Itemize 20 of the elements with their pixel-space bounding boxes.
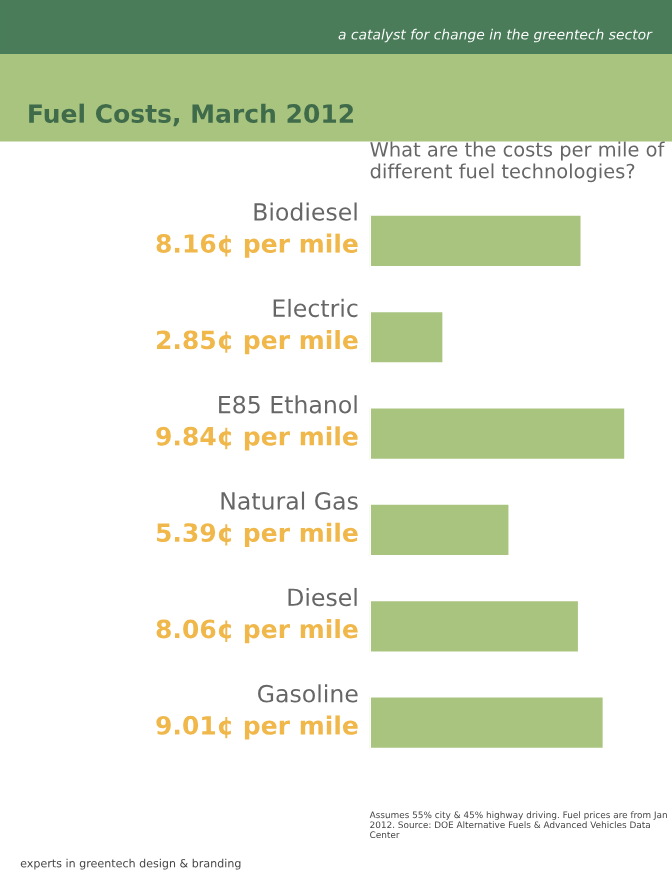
data-label: 2.85¢ per mile [157, 329, 358, 355]
bar [369, 213, 584, 269]
data-label: 5.39¢ per mile [156, 522, 358, 547]
bar [369, 309, 446, 366]
data-label: 8.06¢ per mile [156, 619, 358, 644]
bar [369, 598, 581, 655]
bar [369, 502, 512, 558]
bar [369, 405, 627, 462]
y-tick-label: Biodiesel [254, 202, 357, 221]
bar [369, 694, 606, 751]
data-label: 8.16¢ per mile [156, 233, 358, 258]
y-tick-label: Gasoline [258, 684, 358, 703]
data-label: 9.01¢ per mile [156, 715, 358, 740]
y-tick-label: Natural Gas [221, 491, 358, 510]
data-label: 9.84¢ per mile [156, 426, 358, 451]
chart-subtitle: What are the costs per mile of different fuel technologies? [370, 141, 665, 183]
chart-title: Fuel Costs, March 2012 [29, 103, 353, 127]
y-tick-label: Electric [273, 298, 358, 318]
y-tick-label: E85 Ethanol [219, 395, 357, 414]
y-tick-label: Diesel [288, 587, 357, 607]
